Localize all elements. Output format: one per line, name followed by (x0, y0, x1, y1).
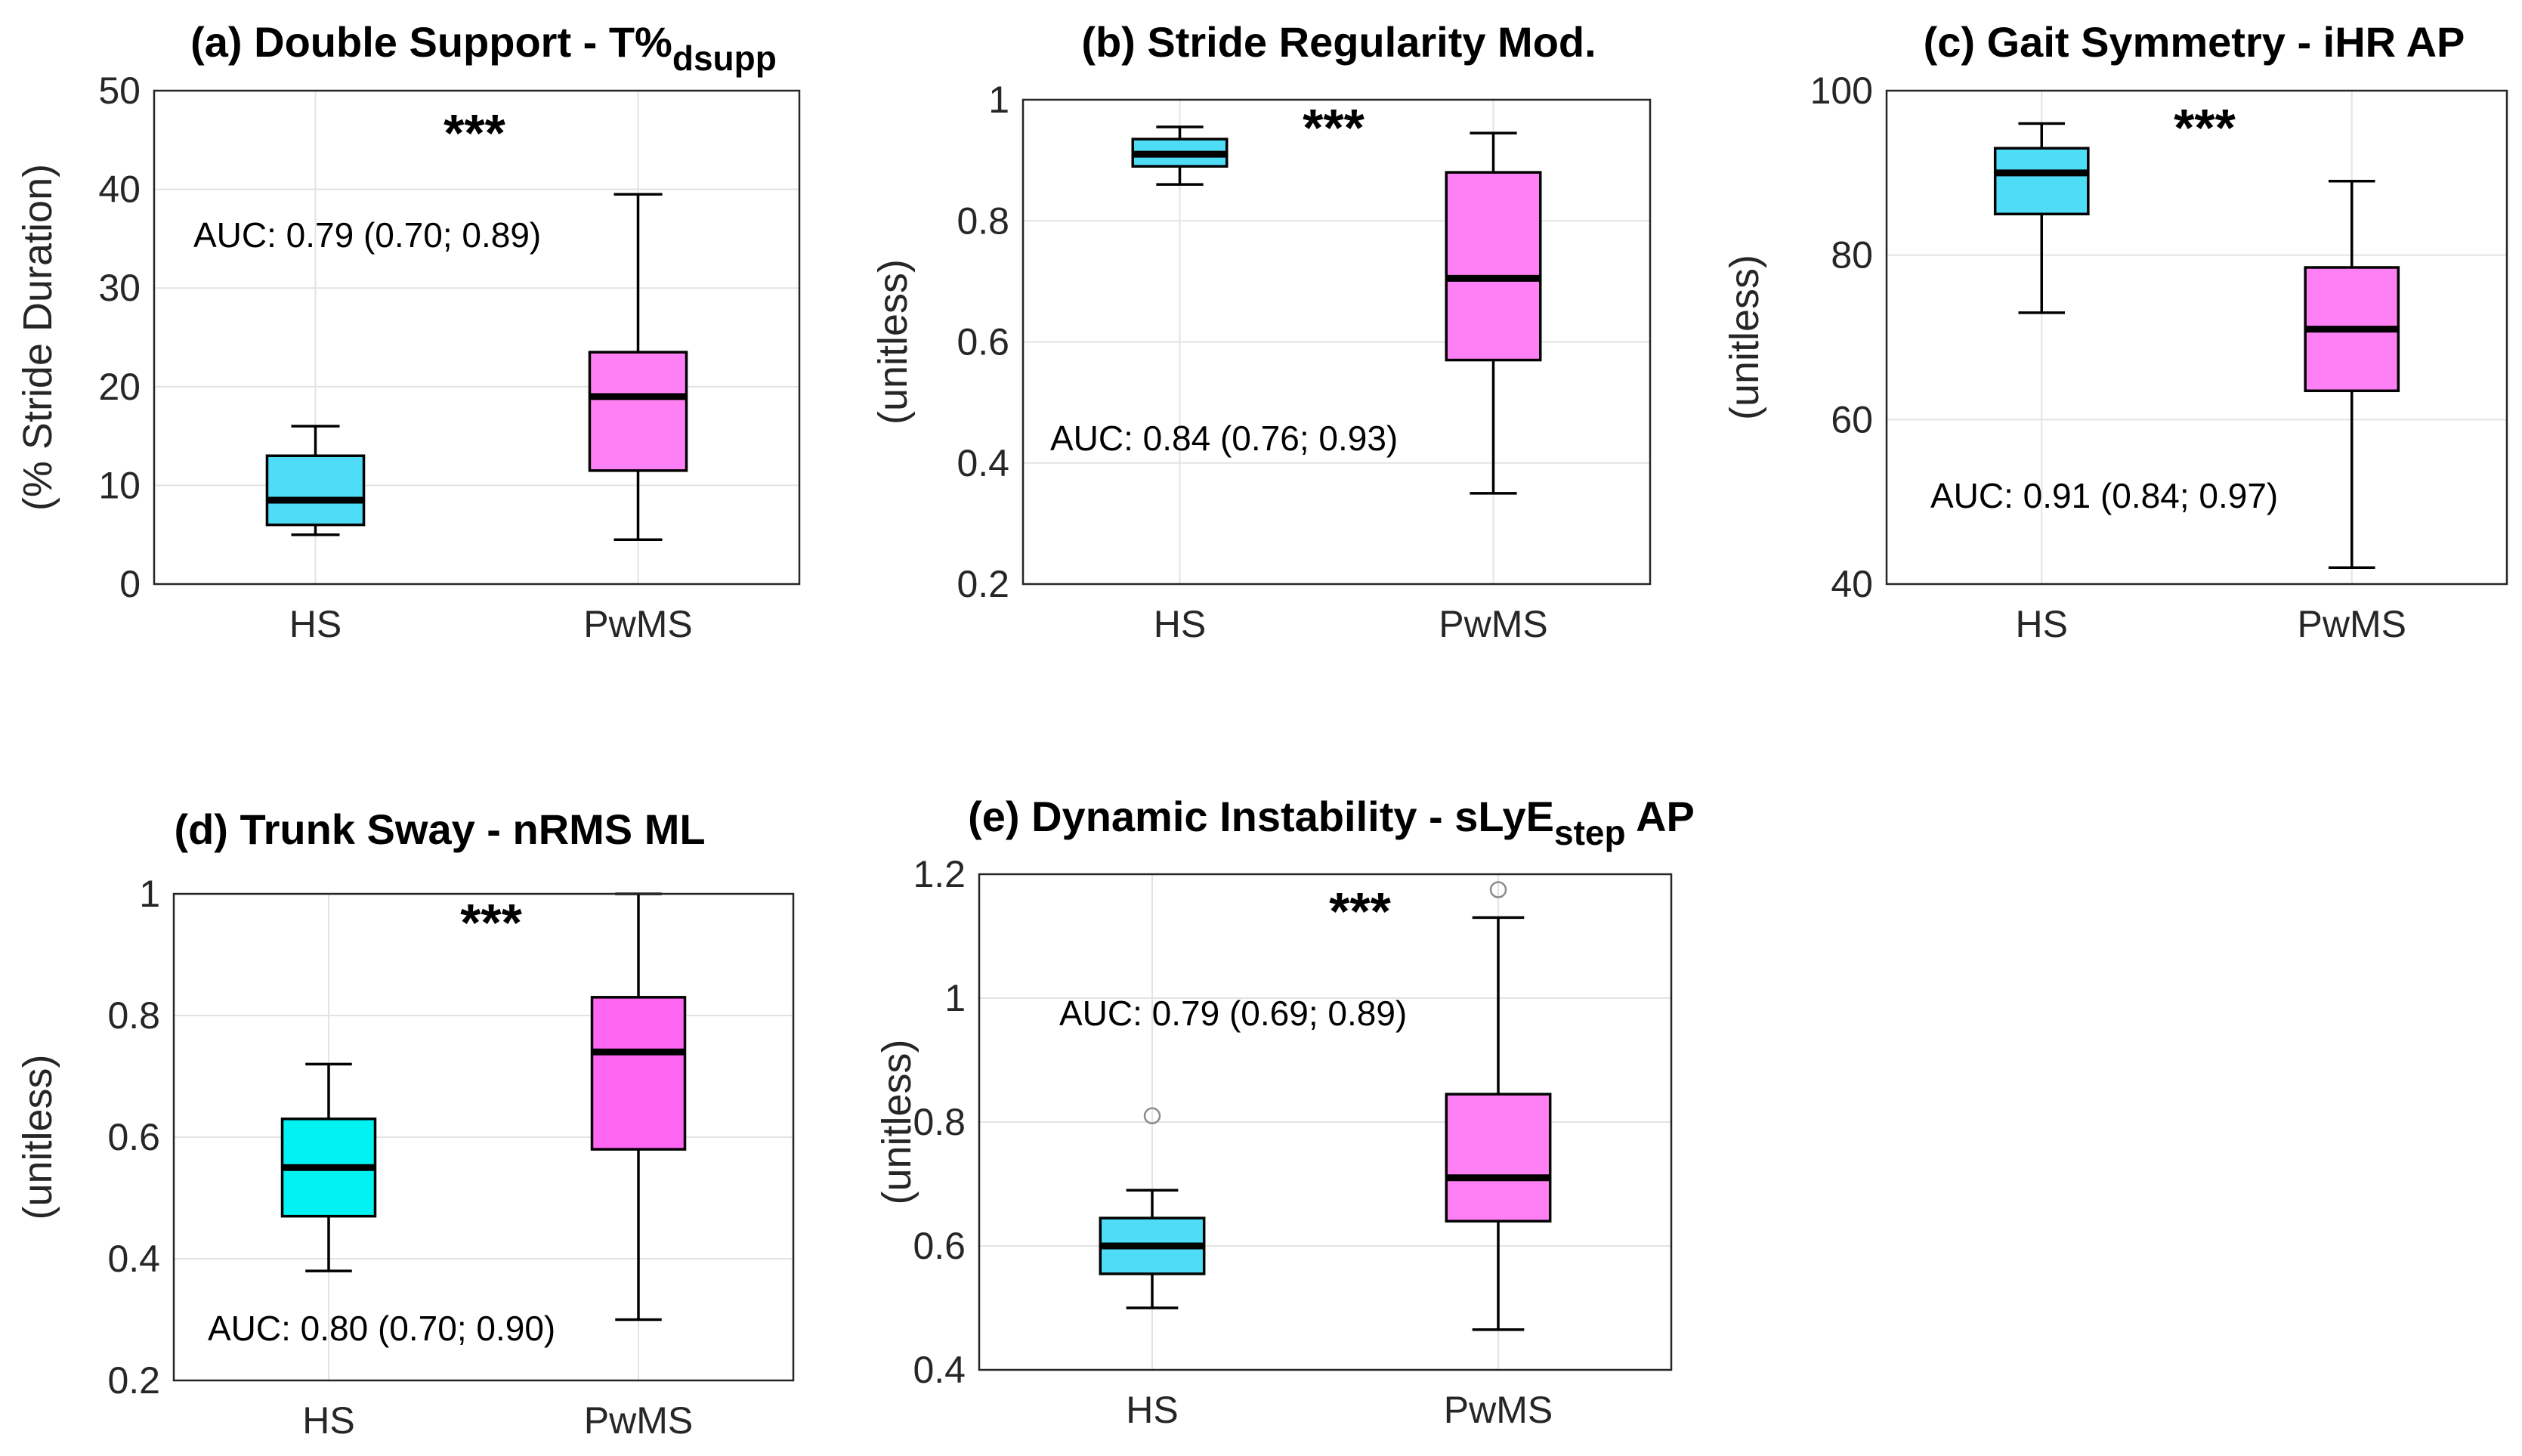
y-tick-label: 0.2 (957, 563, 1009, 605)
outlier-point (1489, 881, 1507, 898)
x-tick-label: HS (289, 603, 342, 645)
auc-annotation: AUC: 0.80 (0.70; 0.90) (208, 1309, 555, 1348)
y-tick-label: 20 (98, 366, 141, 408)
auc-annotation: AUC: 0.91 (0.84; 0.97) (1930, 476, 2278, 515)
significance-marker: *** (1329, 882, 1391, 941)
box-hs (1131, 125, 1229, 186)
x-tick-label: PwMS (584, 1399, 693, 1442)
chart-title: (b) Stride Regularity Mod. (1081, 18, 1596, 66)
y-axis-label: (unitless) (15, 1054, 60, 1220)
y-tick-label: 0.4 (913, 1349, 966, 1391)
significance-marker: *** (444, 104, 505, 162)
significance-marker: *** (2174, 98, 2236, 157)
chart-panel-1: 0 10 20 30 40 50 HS PwMS (% Stride Duration) (a) … (15, 18, 801, 645)
x-tick-label: PwMS (1439, 603, 1547, 645)
iqr-box (265, 454, 366, 527)
x-tick-label: HS (2016, 603, 2068, 645)
x-tick-label: PwMS (583, 603, 692, 645)
box-pwms (1445, 881, 1552, 1331)
axes-frame (978, 873, 1673, 1371)
chart-title: (c) Gait Symmetry - iHR AP (1924, 18, 2465, 66)
y-tick-label: 0.6 (913, 1225, 966, 1267)
y-axis-label: (% Stride Duration) (15, 164, 60, 511)
x-tick-label: HS (1154, 603, 1206, 645)
auc-annotation: AUC: 0.79 (0.70; 0.89) (193, 215, 541, 255)
chart-panel-5: 0.4 0.6 0.8 1 1.2 HS PwMS (unitless) (e) Dynamic… (874, 793, 1695, 1431)
y-tick-label: 60 (1831, 398, 1873, 441)
y-tick-label: 0.4 (107, 1238, 160, 1280)
y-tick-label: 40 (98, 168, 141, 211)
y-tick-label: 0.6 (957, 321, 1009, 363)
y-tick-label: 0.8 (913, 1101, 966, 1143)
box-pwms (1445, 131, 1542, 495)
axes-frame (1021, 98, 1652, 586)
box-hs (1993, 122, 2090, 314)
chart-panel-2: 0.2 0.4 0.6 0.8 1 HS PwMS (unitless) (b) Stride … (870, 18, 1652, 645)
y-tick-label: 30 (98, 267, 141, 309)
auc-annotation: AUC: 0.79 (0.69; 0.89) (1059, 994, 1407, 1033)
chart-title: (d) Trunk Sway - nRMS ML (174, 805, 705, 853)
iqr-box (1445, 1093, 1552, 1223)
chart-panel-3: 40 60 80 100 HS PwMS (unitless) (c) Gait Symmet… (1722, 18, 2508, 645)
box-pwms (588, 193, 688, 541)
y-tick-label: 50 (98, 70, 141, 112)
box-pwms (590, 892, 687, 1322)
y-tick-label: 100 (1810, 70, 1873, 112)
chart-title: (e) Dynamic Instability - sLyEstep AP (968, 793, 1695, 852)
axes-frame (1885, 89, 2508, 586)
y-tick-label: 0.4 (957, 442, 1009, 484)
y-axis-label: (unitless) (874, 1039, 919, 1204)
x-tick-label: PwMS (2298, 603, 2406, 645)
y-tick-label: 80 (1831, 234, 1873, 277)
axes-frame (172, 892, 795, 1382)
iqr-box (590, 996, 687, 1151)
box-pwms (2304, 179, 2400, 569)
x-tick-label: HS (302, 1399, 354, 1442)
iqr-box (1993, 147, 2090, 215)
y-axis-label: (unitless) (1722, 255, 1767, 420)
box-hs (280, 1062, 377, 1272)
y-tick-label: 1 (944, 977, 966, 1019)
outlier-point (1143, 1107, 1161, 1125)
y-tick-label: 1.2 (913, 853, 966, 895)
y-tick-label: 10 (98, 464, 141, 506)
y-tick-label: 0 (119, 563, 141, 605)
iqr-box (1445, 171, 1542, 362)
box-hs (1099, 1107, 1206, 1309)
y-tick-label: 40 (1831, 563, 1873, 605)
y-tick-label: 0.6 (107, 1116, 160, 1158)
auc-annotation: AUC: 0.84 (0.76; 0.93) (1050, 419, 1398, 458)
significance-marker: *** (1303, 98, 1365, 157)
y-tick-label: 0.8 (107, 994, 160, 1037)
box-hs (265, 425, 366, 536)
iqr-box (588, 351, 688, 472)
x-tick-label: HS (1126, 1389, 1178, 1431)
chart-panel-4: 0.2 0.4 0.6 0.8 1 HS PwMS (unitless) (d) Trunk S… (15, 805, 795, 1442)
y-tick-label: 1 (988, 79, 1009, 121)
x-tick-label: PwMS (1444, 1389, 1553, 1431)
significance-marker: *** (460, 893, 522, 952)
y-axis-label: (unitless) (870, 259, 916, 425)
y-tick-label: 0.2 (107, 1359, 160, 1402)
y-tick-label: 0.8 (957, 199, 1009, 242)
axes-frame (153, 89, 801, 586)
chart-title: (a) Double Support - T%dsupp (190, 18, 777, 78)
y-tick-label: 1 (139, 873, 160, 915)
